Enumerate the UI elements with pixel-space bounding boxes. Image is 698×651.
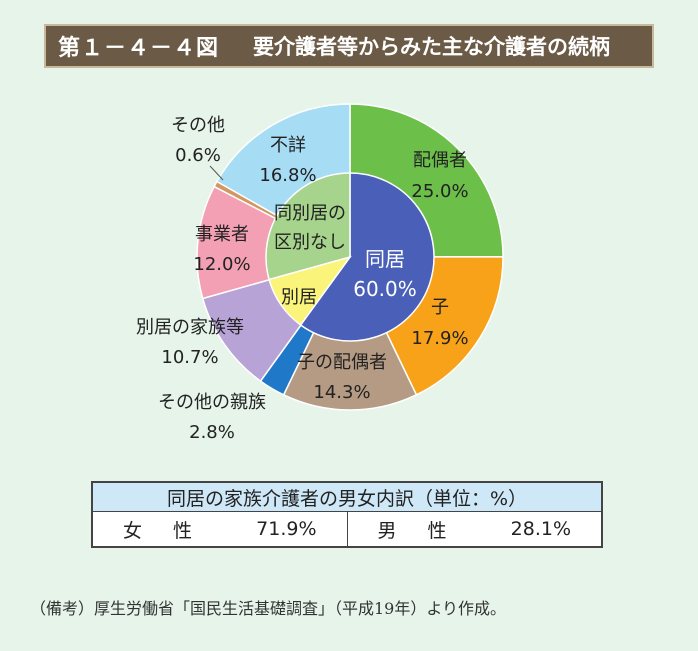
male-label: 男 性 — [377, 519, 453, 542]
label-child-name: 子 — [431, 297, 449, 318]
label-separate-name: 別居 — [281, 287, 317, 308]
source-note: （備考）厚生労働省「国民生活基礎調査」（平成19年）より作成。 — [30, 599, 507, 618]
label-spouse-value: 25.0% — [411, 181, 468, 202]
chart-labels: 配偶者 25.0% 子 17.9% 子の配偶者 14.3% その他の親族 2.8% 別居の家族等… — [136, 115, 469, 443]
label-other-value: 0.6% — [175, 145, 221, 166]
label-cohabit-name: 同居 — [365, 247, 405, 271]
label-separate-family-value: 10.7% — [161, 347, 218, 368]
female-value: 71.9% — [256, 518, 317, 540]
figure-number: 第１－４－４図 — [58, 36, 220, 61]
figure-title-bar: 第１－４－４図 要介護者等からみた主な介護者の続柄 — [44, 24, 654, 68]
inner-ring — [265, 172, 435, 342]
label-other-relatives-value: 2.8% — [189, 422, 235, 443]
label-other-relatives-name: その他の親族 — [158, 392, 266, 413]
female-label: 女 性 — [123, 519, 199, 542]
label-child-value: 17.9% — [411, 328, 468, 349]
breakdown-table-header: 同居の家族介護者の男女内訳（単位：%） — [91, 481, 603, 513]
label-no-distinction-line-0: 同別居の — [274, 203, 346, 224]
label-no-distinction-line-1: 区別なし — [274, 232, 346, 253]
label-child-spouse-name: 子の配偶者 — [297, 352, 387, 373]
label-cohabit-value: 60.0% — [353, 277, 417, 301]
female-cell: 女 性 71.9% — [93, 512, 347, 546]
inner-slice-0 — [299, 172, 435, 342]
label-business-name: 事業者 — [195, 224, 249, 245]
breakdown-table-row: 女 性 71.9% 男 性 28.1% — [91, 512, 603, 548]
label-spouse-name: 配偶者 — [413, 150, 467, 171]
male-cell: 男 性 28.1% — [346, 512, 602, 546]
male-value: 28.1% — [510, 518, 571, 540]
inner-slice-2 — [265, 172, 351, 281]
donut-chart: 配偶者 25.0% 子 17.9% 子の配偶者 14.3% その他の親族 2.8% 別居の家族等… — [136, 103, 504, 443]
label-other-name: その他 — [171, 115, 225, 136]
label-child-spouse-value: 14.3% — [313, 382, 370, 403]
label-separate-family-name: 別居の家族等 — [136, 317, 244, 338]
figure-title: 要介護者等からみた主な介護者の続柄 — [253, 35, 611, 59]
leader-line-other — [209, 165, 224, 181]
label-business-value: 12.0% — [193, 254, 250, 275]
label-unknown-value: 16.8% — [259, 165, 316, 186]
label-unknown-name: 不詳 — [270, 135, 306, 156]
